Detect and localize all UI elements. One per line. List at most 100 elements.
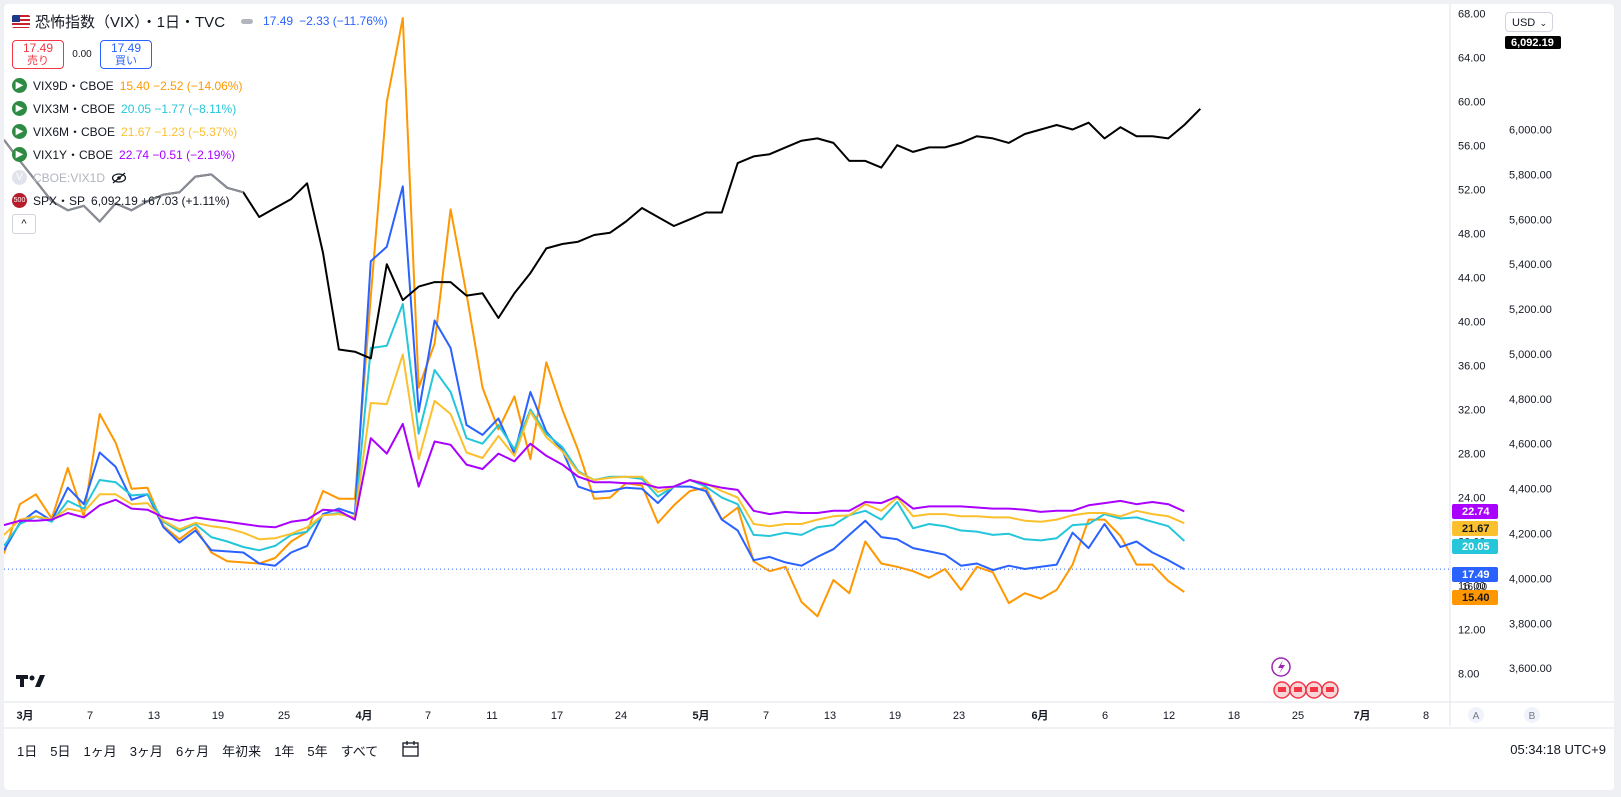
series-layer: [4, 17, 1202, 618]
buy-button[interactable]: 17.49 買い: [100, 39, 152, 69]
x-axis-tick-label: 5月: [692, 709, 709, 722]
x-axis-tick-label: 25: [278, 710, 290, 722]
range-1m[interactable]: 1ヶ月: [83, 743, 117, 759]
calendar-icon[interactable]: [402, 740, 420, 761]
last-value-tag: [1452, 590, 1498, 605]
left-axis-tick-label: 44.00: [1458, 273, 1486, 285]
range-1d[interactable]: 1日: [17, 743, 38, 759]
right-axis-tick-label: 5,600.00: [1509, 214, 1552, 226]
last-value-label: 20.05: [1462, 541, 1490, 553]
x-axis-tick-label: 13: [148, 710, 160, 722]
right-axis-tick-label: 4,600.00: [1509, 439, 1552, 451]
x-axis-tick-label: 12: [1163, 710, 1175, 722]
range-5y[interactable]: 5年: [307, 743, 328, 759]
last-value-label: 6,092.19: [1511, 37, 1554, 49]
clock[interactable]: 05:34:18 UTC+9: [1510, 742, 1606, 757]
x-axis-tick-label: 7: [425, 710, 431, 722]
series-name: CBOE:VIX1D: [33, 170, 106, 185]
series-name: VIX1Y・CBOE: [33, 148, 114, 162]
series-quote: 22.74 −0.51 (−2.19%): [119, 147, 236, 162]
left-axis-tick-label: 60.00: [1458, 97, 1486, 109]
x-axis-tick-label: 7月: [1353, 709, 1370, 722]
x-axis-tick-label: 4月: [355, 709, 372, 722]
right-axis-tick-label: 5,200.00: [1509, 304, 1552, 316]
legend-row-vix1d[interactable]: V CBOE:VIX1D: [12, 166, 388, 189]
legend-row-vix6m[interactable]: ▶ VIX6M・CBOE 21.67 −1.23 (−5.37%): [12, 120, 388, 143]
auto-scale-label: A: [1473, 711, 1480, 722]
symbol-header[interactable]: 恐怖指数（VIX）・1日・TVC 17.49 −2.33 (−11.76%): [12, 10, 388, 32]
legend-row-spx[interactable]: 500 SPX・SP 6,092.19 +67.03 (+1.11%): [12, 189, 388, 212]
currency-select[interactable]: USD ⌄: [1505, 12, 1553, 32]
left-axis-tick-label: 64.00: [1458, 53, 1486, 65]
hidden-eye-icon[interactable]: [111, 172, 127, 184]
series-line-vix: [4, 185, 1185, 572]
economic-event-flag-icon: [1294, 687, 1302, 692]
play-icon: ▶: [12, 147, 27, 162]
range-1y[interactable]: 1年: [274, 743, 295, 759]
right-axis-tick-label: 4,200.00: [1509, 529, 1552, 541]
left-axis-tick-label: 12.00: [1458, 625, 1486, 637]
series-name: VIX3M・CBOE: [33, 102, 116, 116]
economic-event-flag-icon: [1310, 687, 1318, 692]
range-ytd[interactable]: 年初来: [222, 743, 262, 759]
collapse-legend-button[interactable]: ^: [12, 214, 36, 234]
range-6m[interactable]: 6ヶ月: [175, 743, 210, 759]
left-axis-tick-label: 68.00: [1458, 9, 1486, 21]
right-axis-tick-label: 5,000.00: [1509, 349, 1552, 361]
currency-label: USD: [1512, 17, 1536, 29]
tradingview-logo[interactable]: [16, 672, 46, 693]
series-quote: 15.40 −2.52 (−14.06%): [119, 78, 243, 93]
economic-event-flag-icon: [1326, 687, 1334, 692]
series-line-spx-faded: [4, 139, 244, 223]
x-axis-tick-label: 23: [953, 710, 965, 722]
last-value-tag: [1452, 539, 1498, 554]
sell-label: 売り: [27, 54, 49, 67]
left-axis-tick-label: 56.00: [1458, 141, 1486, 153]
x-axis-tick-label: 11: [486, 710, 497, 722]
minus-icon: [241, 18, 254, 24]
auto-scale-button[interactable]: [1468, 707, 1484, 723]
right-axis-tick-label: 3,800.00: [1509, 618, 1552, 630]
chevron-down-icon: ⌄: [1539, 18, 1547, 28]
series-name: SPX・SP: [33, 194, 86, 208]
play-icon: ▶: [12, 124, 27, 139]
chart-canvas[interactable]: 8.0012.0016.0020.0024.0028.0032.0036.004…: [4, 4, 1614, 790]
right-axis-tick-label: 5,800.00: [1509, 169, 1552, 181]
range-3m[interactable]: 3ヶ月: [129, 743, 163, 759]
buy-price: 17.49: [110, 40, 142, 55]
x-axis-tick-label: 8: [1423, 710, 1429, 722]
sell-button[interactable]: 17.49 売り: [12, 39, 64, 69]
x-axis-tick-label: 3月: [16, 709, 33, 722]
x-axis-tick-label: 19: [889, 710, 901, 722]
x-axis-tick-label: 17: [551, 710, 563, 722]
tradingview-logo-icon: [16, 675, 45, 687]
x-axis-tick-label: 6: [1102, 710, 1108, 722]
symbol-title[interactable]: 恐怖指数（VIX）・1日・TVC: [35, 13, 226, 31]
bid-ask-panel: 17.49 売り 0.00 17.49 買い: [12, 38, 388, 70]
chart-window: 8.0012.0016.0020.0024.0028.0032.0036.004…: [4, 4, 1614, 790]
economic-event-flag-icon: [1278, 687, 1286, 692]
x-axis-tick-label: 7: [763, 710, 769, 722]
right-axis-tick-label: 4,400.00: [1509, 484, 1552, 496]
x-axis-tick-label: 18: [1228, 710, 1240, 722]
legend-row-vix3m[interactable]: ▶ VIX3M・CBOE 20.05 −1.77 (−8.11%): [12, 97, 388, 120]
axes-layer: 8.0012.0016.0020.0024.0028.0032.0036.004…: [4, 4, 1614, 729]
buy-label: 買い: [115, 54, 137, 67]
right-axis-tick-label: 5,400.00: [1509, 259, 1552, 271]
range-all[interactable]: すべて: [340, 743, 379, 759]
symbol-change: −2.33 (−11.76%): [299, 14, 388, 28]
right-axis-tick-label: 3,600.00: [1509, 663, 1552, 675]
x-axis-tick-label: 7: [87, 710, 93, 722]
x-axis-tick-label: 25: [1292, 710, 1304, 722]
range-5d[interactable]: 5日: [50, 743, 71, 759]
left-axis-tick-label: 36.00: [1458, 361, 1486, 373]
left-axis-tick-label: 52.00: [1458, 185, 1486, 197]
spx-500-icon: 500: [12, 193, 27, 208]
play-icon: ▶: [12, 78, 27, 93]
dividend-bolt-icon: [1278, 660, 1285, 674]
x-axis-tick-label: 24: [615, 710, 627, 722]
series-quote: 20.05 −1.77 (−8.11%): [121, 101, 237, 116]
legend-row-vix9d[interactable]: ▶ VIX9D・CBOE 15.40 −2.52 (−14.06%): [12, 74, 388, 97]
log-scale-button[interactable]: [1524, 707, 1540, 723]
legend-row-vix1y[interactable]: ▶ VIX1Y・CBOE 22.74 −0.51 (−2.19%): [12, 143, 388, 166]
